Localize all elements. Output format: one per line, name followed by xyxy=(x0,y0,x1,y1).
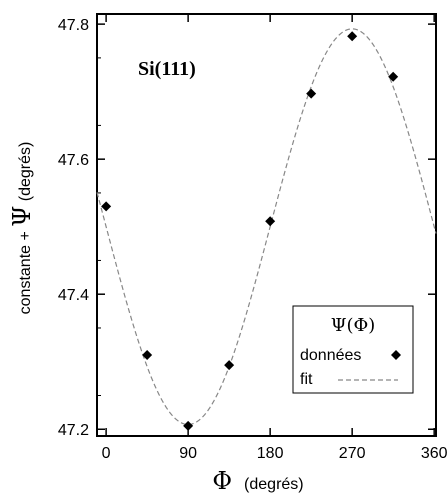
legend-marker-diamond xyxy=(391,350,401,360)
x-tick-label: 360 xyxy=(421,445,448,462)
y-tick-label: 47.2 xyxy=(58,422,89,439)
y-axis-label: constante + Ψ (degrés) xyxy=(8,142,36,315)
sample-annotation: Si(111) xyxy=(138,58,196,80)
x-axis-label: Φ (degrés) xyxy=(212,467,303,493)
legend-title: Ψ(Φ) xyxy=(331,315,376,336)
data-point xyxy=(388,71,399,82)
legend-box xyxy=(292,305,414,394)
data-point xyxy=(265,216,276,227)
legend-label-donnees: données xyxy=(300,347,361,364)
x-tick-label: 270 xyxy=(339,445,366,462)
x-tick-label: 180 xyxy=(257,445,284,462)
y-tick-label: 47.4 xyxy=(58,287,89,304)
x-tick-label: 0 xyxy=(102,445,111,462)
data-point xyxy=(306,88,317,99)
plot-frame xyxy=(96,13,437,437)
data-point xyxy=(142,349,153,360)
data-points xyxy=(101,31,399,431)
y-tick-label: 47.6 xyxy=(58,152,89,169)
data-point xyxy=(183,420,194,431)
data-point xyxy=(347,31,358,42)
axis-ticks: 0 90 180 270 360 47.2 47.4 47.6 47.8 xyxy=(58,14,448,462)
legend: Ψ(Φ) données fit xyxy=(292,305,414,394)
x-tick-label: 90 xyxy=(179,445,197,462)
data-point xyxy=(101,201,112,212)
y-tick-label: 47.8 xyxy=(58,17,89,34)
data-point xyxy=(224,360,235,371)
legend-label-fit: fit xyxy=(300,371,313,388)
